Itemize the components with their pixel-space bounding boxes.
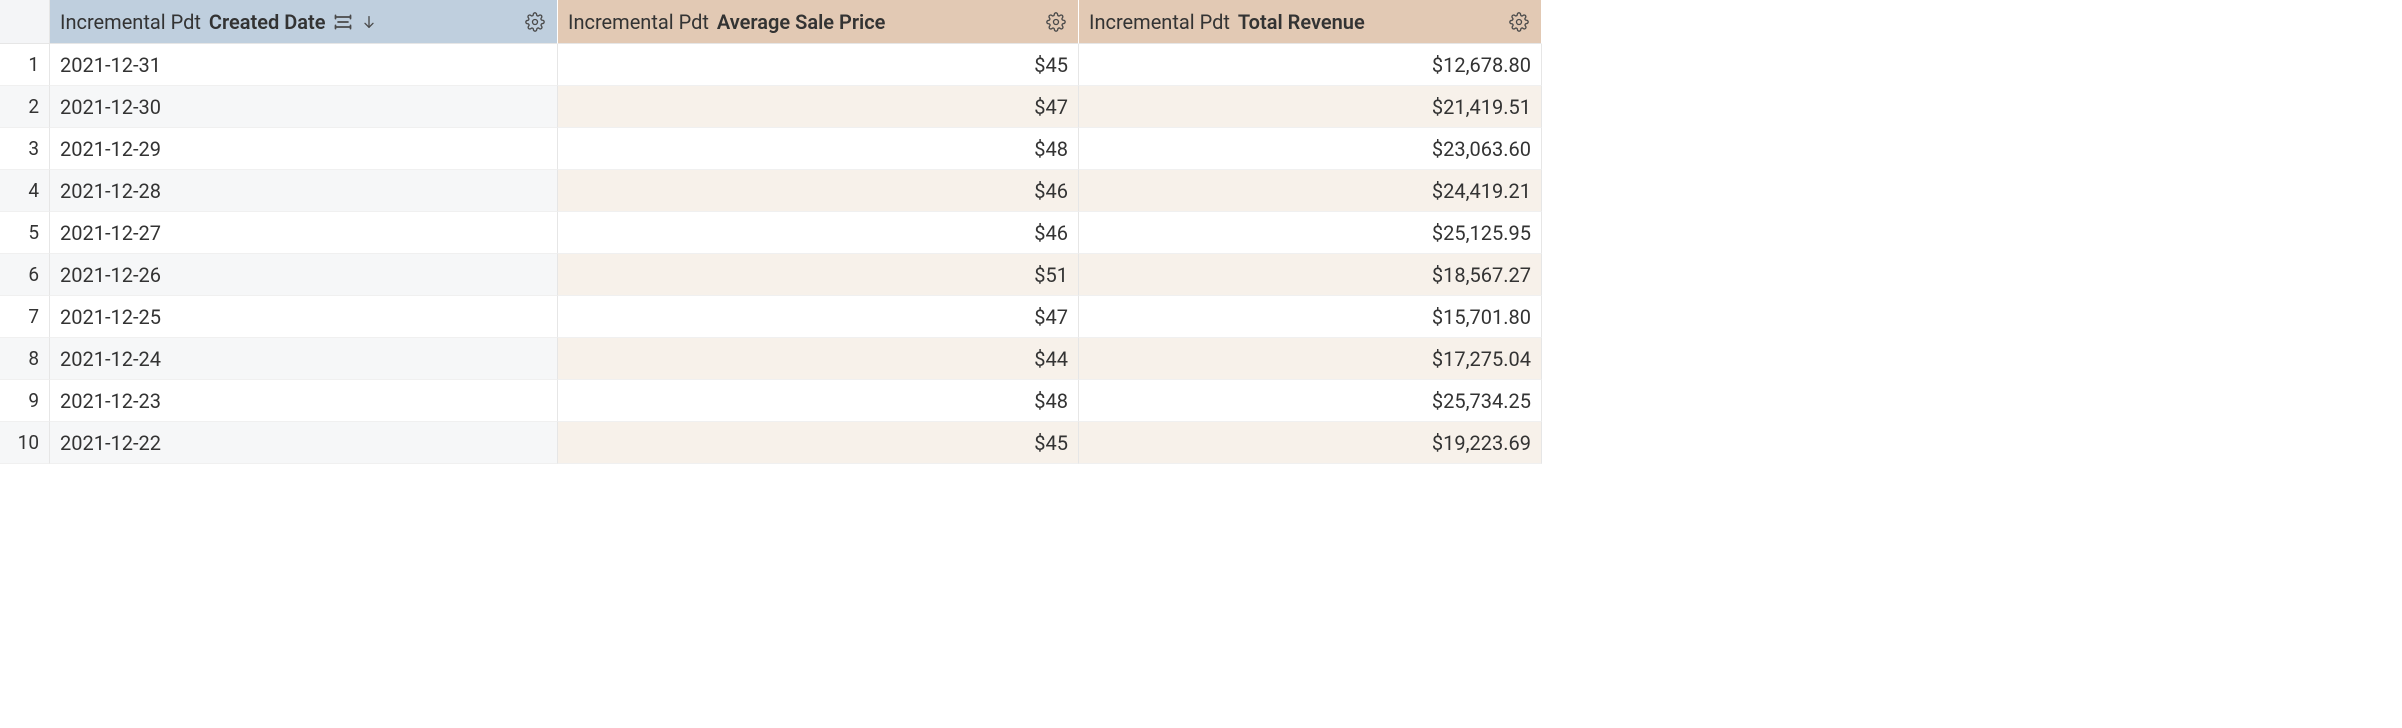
row-number-value: 4 (28, 179, 39, 202)
column-prefix: Incremental Pdt (60, 10, 201, 34)
measure-cell-total_revenue[interactable]: $17,275.04 (1079, 338, 1542, 380)
measure-cell-total_revenue[interactable]: $21,419.51 (1079, 86, 1542, 128)
measure-cell-avg_sale_price[interactable]: $45 (558, 422, 1079, 464)
measure-cell-total_revenue[interactable]: $18,567.27 (1079, 254, 1542, 296)
dimension-cell-created_date[interactable]: 2021-12-23 (50, 380, 558, 422)
row-number: 10 (0, 422, 50, 464)
cell-value: $45 (1034, 53, 1068, 77)
column-prefix: Incremental Pdt (568, 10, 709, 34)
measure-cell-avg_sale_price[interactable]: $48 (558, 380, 1079, 422)
measure-cell-total_revenue[interactable]: $25,734.25 (1079, 380, 1542, 422)
column-header-label: Incremental Pdt Created Date (60, 10, 377, 34)
cell-value: $23,063.60 (1432, 137, 1531, 161)
cell-value: $48 (1034, 389, 1068, 413)
dimension-cell-created_date[interactable]: 2021-12-30 (50, 86, 558, 128)
dimension-cell-created_date[interactable]: 2021-12-27 (50, 212, 558, 254)
measure-cell-avg_sale_price[interactable]: $45 (558, 44, 1079, 86)
measure-cell-total_revenue[interactable]: $25,125.95 (1079, 212, 1542, 254)
cell-value: $17,275.04 (1432, 347, 1531, 371)
cell-value: $46 (1034, 179, 1068, 203)
row-number: 3 (0, 128, 50, 170)
gear-icon[interactable] (1507, 10, 1531, 34)
cell-value: 2021-12-29 (60, 137, 161, 161)
cell-value: 2021-12-24 (60, 347, 161, 371)
data-table: Incremental Pdt Created Date Incremental … (0, 0, 2402, 464)
row-number: 6 (0, 254, 50, 296)
cell-value: 2021-12-30 (60, 95, 161, 119)
row-number: 9 (0, 380, 50, 422)
rownum-header (0, 0, 50, 44)
dimension-cell-created_date[interactable]: 2021-12-24 (50, 338, 558, 380)
cell-value: 2021-12-22 (60, 431, 161, 455)
cell-value: 2021-12-23 (60, 389, 161, 413)
dimension-cell-created_date[interactable]: 2021-12-28 (50, 170, 558, 212)
row-number-value: 1 (28, 53, 39, 76)
cell-value: $25,734.25 (1432, 389, 1531, 413)
cell-value: $25,125.95 (1432, 221, 1531, 245)
measure-cell-total_revenue[interactable]: $19,223.69 (1079, 422, 1542, 464)
pivot-icon[interactable] (333, 13, 353, 31)
cell-value: 2021-12-28 (60, 179, 161, 203)
row-number-value: 5 (28, 221, 39, 244)
column-header-label: Incremental Pdt Total Revenue (1089, 10, 1365, 34)
measure-cell-total_revenue[interactable]: $23,063.60 (1079, 128, 1542, 170)
cell-value: $44 (1034, 347, 1068, 371)
cell-value: 2021-12-25 (60, 305, 161, 329)
row-number-value: 3 (28, 137, 39, 160)
cell-value: $48 (1034, 137, 1068, 161)
dimension-cell-created_date[interactable]: 2021-12-26 (50, 254, 558, 296)
cell-value: $24,419.21 (1432, 179, 1531, 203)
row-number: 2 (0, 86, 50, 128)
dimension-cell-created_date[interactable]: 2021-12-31 (50, 44, 558, 86)
gear-icon[interactable] (1044, 10, 1068, 34)
cell-value: $15,701.80 (1432, 305, 1531, 329)
row-number: 4 (0, 170, 50, 212)
measure-cell-avg_sale_price[interactable]: $48 (558, 128, 1079, 170)
cell-value: $46 (1034, 221, 1068, 245)
row-number: 7 (0, 296, 50, 338)
column-name: Total Revenue (1238, 10, 1365, 34)
measure-cell-total_revenue[interactable]: $24,419.21 (1079, 170, 1542, 212)
cell-value: $45 (1034, 431, 1068, 455)
column-prefix: Incremental Pdt (1089, 10, 1230, 34)
row-number-value: 8 (28, 347, 39, 370)
row-number: 1 (0, 44, 50, 86)
measure-cell-avg_sale_price[interactable]: $46 (558, 212, 1079, 254)
measure-cell-avg_sale_price[interactable]: $51 (558, 254, 1079, 296)
measure-cell-avg_sale_price[interactable]: $44 (558, 338, 1079, 380)
cell-value: 2021-12-26 (60, 263, 161, 287)
cell-value: 2021-12-31 (60, 53, 161, 77)
dimension-cell-created_date[interactable]: 2021-12-22 (50, 422, 558, 464)
column-header-total_revenue[interactable]: Incremental Pdt Total Revenue (1079, 0, 1542, 44)
row-number-value: 7 (28, 305, 39, 328)
column-header-avg_sale_price[interactable]: Incremental Pdt Average Sale Price (558, 0, 1079, 44)
measure-cell-avg_sale_price[interactable]: $46 (558, 170, 1079, 212)
measure-cell-avg_sale_price[interactable]: $47 (558, 296, 1079, 338)
column-name: Average Sale Price (717, 10, 886, 34)
cell-value: $19,223.69 (1432, 431, 1531, 455)
cell-value: $12,678.80 (1432, 53, 1531, 77)
row-number: 8 (0, 338, 50, 380)
sort-desc-icon[interactable] (361, 13, 377, 31)
row-number-value: 10 (18, 431, 39, 454)
cell-value: $51 (1034, 263, 1068, 287)
cell-value: $21,419.51 (1432, 95, 1531, 119)
dimension-cell-created_date[interactable]: 2021-12-29 (50, 128, 558, 170)
row-number-value: 2 (28, 95, 39, 118)
measure-cell-total_revenue[interactable]: $15,701.80 (1079, 296, 1542, 338)
gear-icon[interactable] (523, 10, 547, 34)
measure-cell-avg_sale_price[interactable]: $47 (558, 86, 1079, 128)
dimension-cell-created_date[interactable]: 2021-12-25 (50, 296, 558, 338)
cell-value: 2021-12-27 (60, 221, 161, 245)
row-number: 5 (0, 212, 50, 254)
row-number-value: 9 (28, 389, 39, 412)
column-header-label: Incremental Pdt Average Sale Price (568, 10, 885, 34)
column-header-created_date[interactable]: Incremental Pdt Created Date (50, 0, 558, 44)
cell-value: $47 (1034, 305, 1068, 329)
measure-cell-total_revenue[interactable]: $12,678.80 (1079, 44, 1542, 86)
cell-value: $47 (1034, 95, 1068, 119)
row-number-value: 6 (28, 263, 39, 286)
cell-value: $18,567.27 (1432, 263, 1531, 287)
column-name: Created Date (209, 10, 326, 34)
